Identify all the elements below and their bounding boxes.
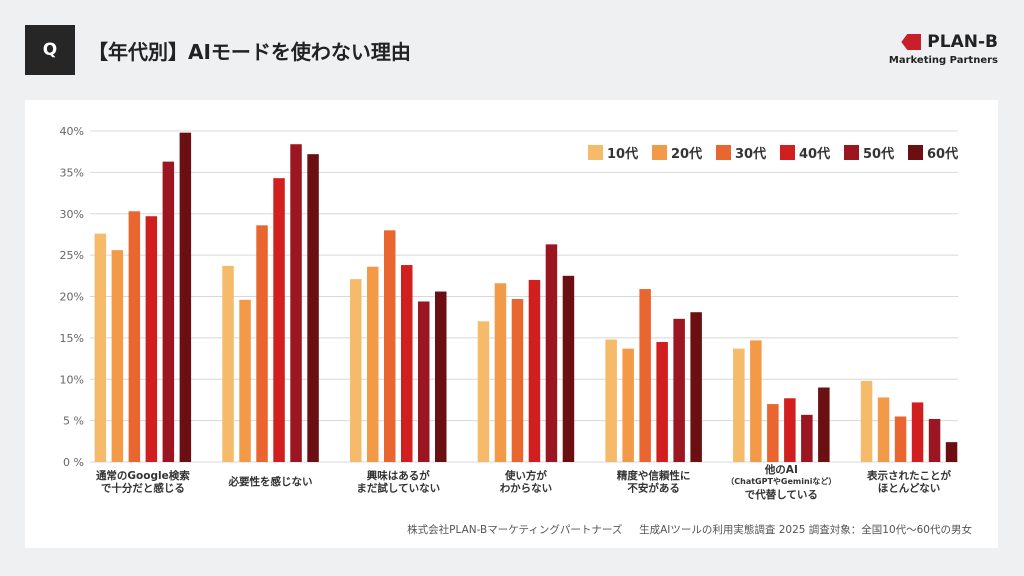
plan-b-logo-icon <box>901 34 922 50</box>
bar-40代 <box>273 178 285 463</box>
bar-60代 <box>690 312 702 462</box>
legend-label: 50代 <box>863 146 894 162</box>
y-tick-label: 40% <box>60 125 84 138</box>
y-tick-label: 10% <box>60 373 84 386</box>
bar-40代 <box>656 342 668 462</box>
bar-30代 <box>256 225 268 462</box>
legend-label: 10代 <box>607 146 638 162</box>
bar-20代 <box>877 397 890 462</box>
y-tick-label: 35% <box>60 166 84 179</box>
bar-50代 <box>418 301 430 462</box>
y-tick-label: 0 % <box>63 456 84 469</box>
bar-10代 <box>222 265 234 462</box>
bar-60代 <box>435 291 447 462</box>
y-tick-label: 25% <box>60 249 84 262</box>
x-category-label: で代替している <box>745 488 818 501</box>
legend-label: 40代 <box>799 146 830 162</box>
x-category-label: 必要性を感じない <box>228 475 313 488</box>
x-category-label: 興味はあるが <box>367 469 430 482</box>
bar-60代 <box>307 154 319 463</box>
logo-subtitle: Marketing Partners <box>888 55 998 66</box>
legend-label: 60代 <box>927 146 958 162</box>
bar-10代 <box>94 233 107 462</box>
bar-40代 <box>145 216 158 462</box>
bar-30代 <box>511 298 524 462</box>
bar-10代 <box>477 321 490 462</box>
x-category-label: 表示されたことが <box>866 469 951 482</box>
bar-30代 <box>384 230 396 462</box>
x-category-label: 使い方が <box>504 469 547 482</box>
bar-50代 <box>545 244 558 462</box>
bar-40代 <box>401 265 413 462</box>
bar-20代 <box>494 283 507 462</box>
bar-30代 <box>894 416 907 462</box>
bar-10代 <box>350 279 362 462</box>
bar-40代 <box>528 279 541 462</box>
x-category-label: まだ試していない <box>356 482 440 495</box>
legend-swatch-50代 <box>844 145 859 160</box>
bar-10代 <box>860 380 873 462</box>
footer-source: 生成AIツールの利用実態調査 2025 調査対象：全国10代〜60代の男女 <box>639 524 972 536</box>
x-category-label: 精度や信頼性に <box>617 469 691 482</box>
x-category-label: わからない <box>500 483 553 495</box>
bar-50代 <box>162 161 175 462</box>
bar-50代 <box>928 418 941 462</box>
bar-60代 <box>179 132 192 462</box>
legend-swatch-20代 <box>652 145 667 160</box>
bar-20代 <box>750 340 762 462</box>
x-category-label: ほとんどない <box>878 482 940 495</box>
bar-50代 <box>801 414 813 462</box>
bar-20代 <box>622 348 634 462</box>
y-tick-label: 20% <box>60 291 84 304</box>
legend-swatch-40代 <box>780 145 795 160</box>
logo-name: PLAN-B <box>927 32 998 52</box>
bar-60代 <box>945 442 958 462</box>
bar-40代 <box>911 402 924 462</box>
y-tick-label: 30% <box>60 208 84 221</box>
x-category-label: （ChatGPTやGeminiなど） <box>726 476 836 486</box>
bar-20代 <box>367 266 379 462</box>
legend-swatch-60代 <box>908 145 923 160</box>
legend-swatch-30代 <box>716 145 731 160</box>
x-category-label: で十分だと感じる <box>101 482 185 495</box>
footer: 株式会社PLAN-Bマーケティングパートナーズ 生成AIツールの利用実態調査 2… <box>407 522 972 537</box>
y-tick-label: 5 % <box>63 415 84 428</box>
bar-30代 <box>639 289 651 462</box>
x-category-label: 他のAI <box>764 463 798 476</box>
bar-40代 <box>784 398 796 462</box>
bar-30代 <box>767 404 779 462</box>
bar-10代 <box>733 348 745 462</box>
footer-company: 株式会社PLAN-Bマーケティングパートナーズ <box>407 524 623 536</box>
bar-10代 <box>605 339 617 462</box>
bar-20代 <box>239 299 251 462</box>
bar-20代 <box>111 250 124 462</box>
x-category-label: 不安がある <box>627 482 680 495</box>
y-tick-label: 15% <box>60 332 84 345</box>
logo: PLAN-B Marketing Partners <box>889 32 998 66</box>
legend-swatch-10代 <box>588 145 603 160</box>
bar-30代 <box>128 211 141 462</box>
bar-60代 <box>562 275 575 462</box>
bar-60代 <box>818 387 830 462</box>
page-title: 【年代別】AIモードを使わない理由 <box>88 40 411 64</box>
bar-50代 <box>290 144 302 463</box>
bar-50代 <box>673 318 685 462</box>
x-category-label: 通常のGoogle検索 <box>96 469 190 482</box>
legend-label: 20代 <box>671 146 702 162</box>
question-badge: Q <box>25 25 75 75</box>
legend-label: 30代 <box>735 146 766 162</box>
